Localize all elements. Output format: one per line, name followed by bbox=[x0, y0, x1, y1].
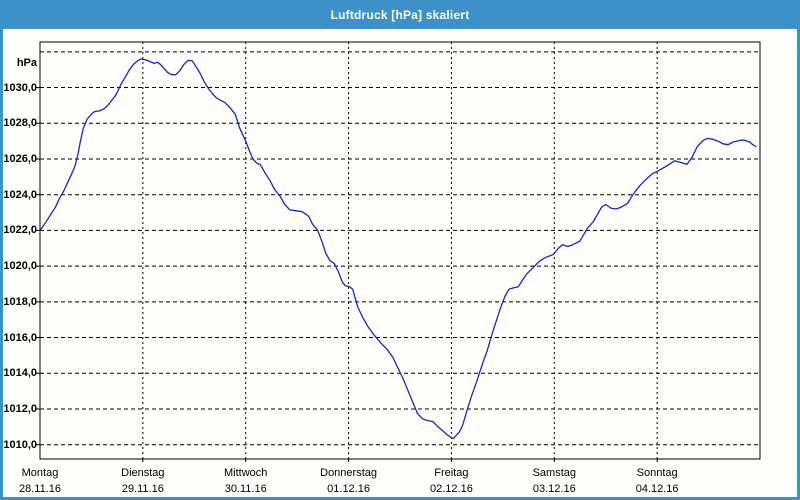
x-date-label-0: 28.11.16 bbox=[18, 483, 62, 495]
x-day-label-1: Dienstag bbox=[121, 467, 165, 479]
y-tick-label-1018: 1018,0 bbox=[3, 295, 37, 308]
x-day-label-3: Donnerstag bbox=[320, 467, 377, 479]
y-tick-label-1020: 1020,0 bbox=[3, 260, 37, 273]
y-tick-label-1016: 1016,0 bbox=[3, 331, 37, 344]
y-tick-label-1022: 1022,0 bbox=[3, 224, 37, 237]
x-date-label-5: 03.12.16 bbox=[532, 483, 576, 495]
y-tick-label-1010: 1010,0 bbox=[3, 438, 37, 451]
y-tick-label-1026: 1026,0 bbox=[3, 152, 37, 165]
x-date-label-6: 04.12.16 bbox=[635, 483, 679, 495]
x-date-label-4: 02.12.16 bbox=[430, 483, 473, 495]
x-date-label-3: 01.12.16 bbox=[327, 483, 370, 495]
y-tick-label-1024: 1024,0 bbox=[3, 188, 37, 201]
y-tick-label-1028: 1028,0 bbox=[3, 117, 37, 130]
y-axis-unit-label: hPa bbox=[16, 57, 37, 69]
x-day-label-6: Sonntag bbox=[636, 467, 678, 479]
y-tick-label-1030: 1030,0 bbox=[3, 81, 37, 94]
y-tick-label-1012: 1012,0 bbox=[3, 402, 37, 415]
pressure-series-line bbox=[39, 58, 757, 440]
window-title: Luftdruck [hPa] skaliert bbox=[330, 7, 470, 22]
x-day-label-4: Freitag bbox=[434, 467, 469, 479]
window-titlebar[interactable]: Luftdruck [hPa] skaliert bbox=[3, 3, 797, 29]
x-date-label-1: 29.11.16 bbox=[121, 483, 164, 495]
x-day-label-0: Montag bbox=[21, 467, 59, 479]
y-tick-label-1014: 1014,0 bbox=[3, 367, 37, 380]
x-day-label-5: Samstag bbox=[532, 467, 576, 479]
x-day-label-2: Mittwoch bbox=[224, 467, 268, 479]
plot-border bbox=[39, 41, 761, 460]
x-date-label-2: 30.11.16 bbox=[224, 483, 267, 495]
